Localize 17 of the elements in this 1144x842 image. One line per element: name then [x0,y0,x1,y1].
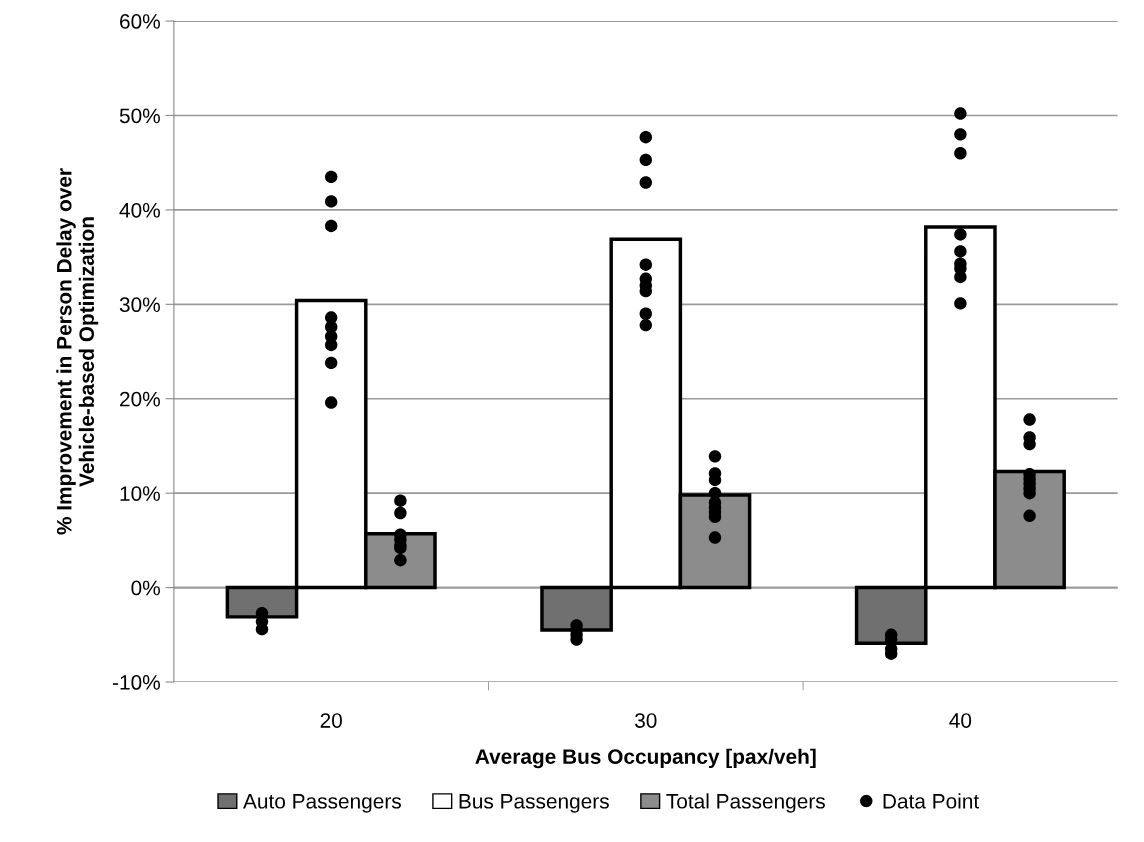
y-tick-label: 40% [119,202,160,218]
x-tick-label: 30 [635,713,657,728]
legend-label: Auto Passengers [243,794,401,813]
y-tick-label: 60% [120,14,160,29]
legend-label: Bus Passengers [459,794,609,813]
x-axis-title: Average Bus Occupancy [pax/veh] [475,748,816,769]
y-tick-label: 0% [131,580,160,596]
y-tick-label: 20% [120,391,160,407]
y-tick-label: 50% [119,108,160,124]
x-tick-label: 40 [949,713,972,728]
y-tick-label: 10% [120,486,160,501]
legend-label: Data Point [883,793,980,809]
legend-label: Total Passengers [666,793,825,813]
x-tick-label: 20 [320,713,342,728]
y-axis-title: % Improvement in Person Delay over Vehicle-based Optimization [56,168,99,535]
y-tick-label: 30% [119,297,160,313]
y-tick-label: -10% [112,675,160,690]
